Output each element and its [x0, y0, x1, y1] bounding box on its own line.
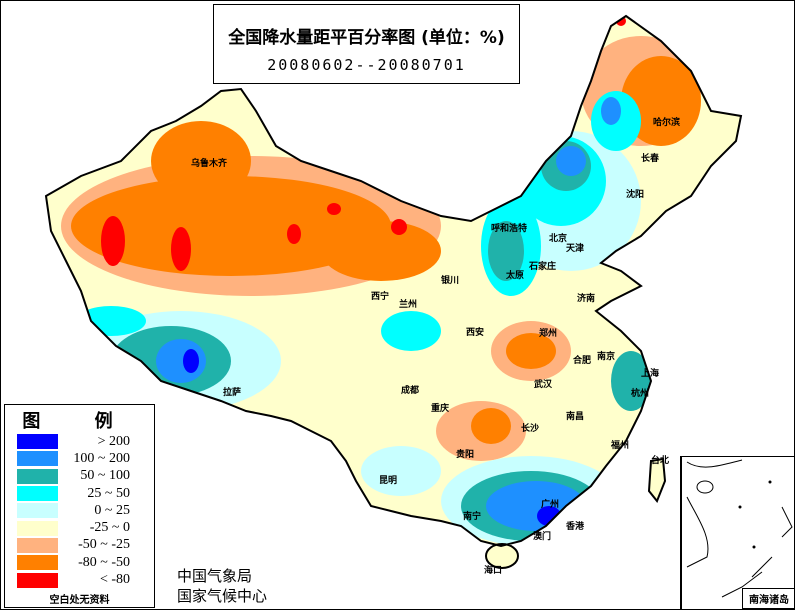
legend: 图 例 > 200 100 ~ 200 50 ~ 100 25 ~ 50 0 ~ 25 -… — [4, 404, 155, 608]
south-china-sea-inset: 南海诸岛 — [680, 456, 794, 609]
city-label: 天津 — [566, 244, 585, 254]
agency-name: 中国气象局 — [177, 567, 253, 585]
no-data-note: 空白处无资料 — [49, 594, 110, 606]
city-label: 西宁 — [371, 292, 390, 302]
map-title: 全国降水量距平百分率图 (单位：%) — [228, 28, 505, 48]
legend-label: < -80 — [99, 572, 130, 588]
legend-swatch — [17, 434, 58, 450]
city-label: 沈阳 — [626, 190, 645, 200]
title-box: 全国降水量距平百分率图 (单位：%) 20080602--20080701 — [213, 4, 520, 84]
city-label: 银川 — [441, 276, 460, 286]
date-range: 20080602--20080701 — [267, 56, 466, 74]
legend-swatch — [17, 537, 58, 553]
city-label: 海口 — [484, 566, 503, 576]
city-label: 哈尔滨 — [653, 118, 681, 128]
city-label: 西安 — [466, 328, 485, 338]
city-label: 重庆 — [431, 404, 450, 414]
legend-swatch — [17, 572, 58, 588]
legend-item: < -80 — [5, 571, 154, 588]
legend-swatch — [17, 520, 58, 536]
city-label: 合肥 — [573, 356, 592, 366]
city-label: 石家庄 — [529, 262, 557, 272]
city-label: 福州 — [611, 441, 630, 451]
legend-item: > 200 — [5, 433, 154, 450]
city-label: 昆明 — [379, 476, 398, 486]
legend-swatch — [17, 503, 58, 519]
city-label: 上海 — [641, 369, 660, 379]
city-label: 长春 — [641, 154, 660, 164]
city-label: 广州 — [541, 500, 560, 510]
legend-label: 50 ~ 100 — [80, 468, 130, 484]
legend-label: 0 ~ 25 — [94, 502, 130, 518]
legend-item: 50 ~ 100 — [5, 468, 154, 485]
agency-name: 国家气候中心 — [177, 587, 268, 605]
city-label: 太原 — [506, 271, 525, 281]
legend-title: 图 例 — [22, 411, 137, 432]
city-label: 拉萨 — [223, 388, 242, 398]
city-label: 济南 — [577, 294, 596, 304]
city-label: 南昌 — [566, 412, 585, 422]
city-label: 郑州 — [539, 329, 558, 339]
city-label: 贵阳 — [456, 450, 475, 460]
legend-item: 100 ~ 200 — [5, 450, 154, 467]
legend-item: 0 ~ 25 — [5, 502, 154, 519]
legend-label: > 200 — [97, 433, 130, 449]
inset-map — [686, 459, 793, 598]
city-label: 南宁 — [463, 512, 482, 522]
city-label: 香港 — [566, 522, 585, 532]
legend-item: 25 ~ 50 — [5, 485, 154, 502]
city-label: 北京 — [549, 234, 568, 244]
legend-swatch — [17, 486, 58, 502]
legend-label: -50 ~ -25 — [78, 537, 130, 553]
agency-credit: 中国气象局 国家气候中心 — [177, 566, 267, 606]
city-label: 武汉 — [534, 380, 553, 390]
city-label: 兰州 — [399, 300, 418, 310]
legend-swatch — [17, 555, 58, 571]
city-label: 台北 — [651, 456, 670, 466]
city-label: 南京 — [597, 352, 616, 362]
city-label: 成都 — [401, 386, 420, 396]
legend-swatch — [17, 451, 58, 467]
legend-label: 25 ~ 50 — [87, 485, 130, 501]
city-label: 杭州 — [631, 389, 650, 399]
legend-label: -25 ~ 0 — [89, 520, 130, 536]
legend-item: -50 ~ -25 — [5, 537, 154, 554]
city-label: 乌鲁木齐 — [191, 159, 228, 169]
legend-label: -80 ~ -50 — [78, 554, 130, 570]
inset-label: 南海诸岛 — [742, 588, 794, 609]
legend-label: 100 ~ 200 — [73, 450, 130, 466]
city-label: 呼和浩特 — [491, 224, 528, 234]
city-label: 长沙 — [521, 424, 540, 434]
city-label: 澳门 — [533, 532, 552, 542]
legend-item: -25 ~ 0 — [5, 519, 154, 536]
legend-item: -80 ~ -50 — [5, 554, 154, 571]
legend-swatch — [17, 468, 58, 484]
